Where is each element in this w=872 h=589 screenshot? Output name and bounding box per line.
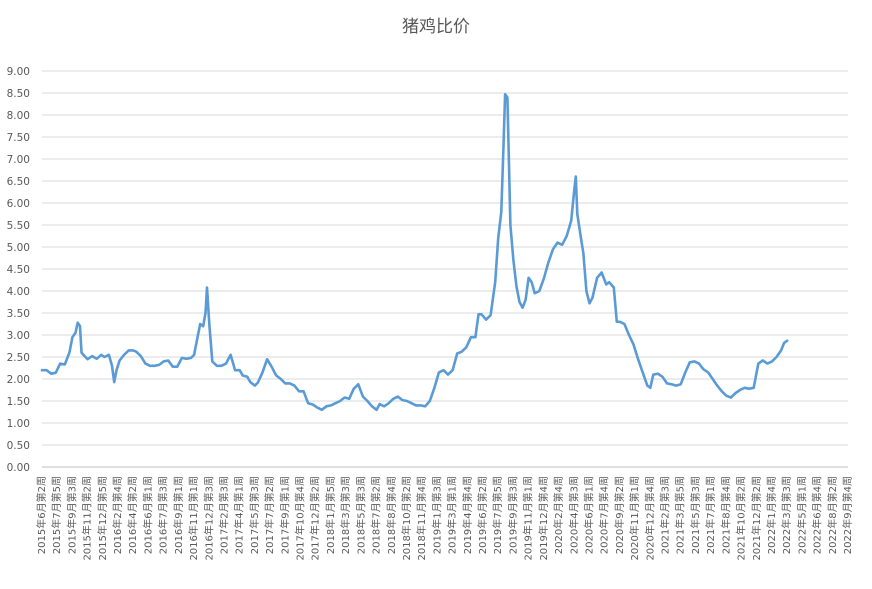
series-line <box>40 93 789 412</box>
y-tick-label: 7.00 <box>7 154 30 166</box>
x-tick-label: 2021年10月第2周 <box>735 476 748 561</box>
y-tick-label: 2.00 <box>7 374 30 386</box>
x-tick-label: 2021年3月第5周 <box>674 476 687 554</box>
x-tick-label: 2018年5月第3周 <box>354 476 367 554</box>
x-tick-label: 2019年1月第3周 <box>430 476 443 554</box>
x-tick-label: 2020年12月第4周 <box>643 476 656 561</box>
y-tick-label: 5.50 <box>7 220 30 232</box>
x-tick-label: 2017年2月第3周 <box>217 476 230 554</box>
x-tick-label: 2020年9月第2周 <box>613 476 626 554</box>
y-tick-label: 2.50 <box>7 352 30 364</box>
x-tick-label: 2018年3月第3周 <box>339 476 352 554</box>
x-tick-label: 2019年3月第1周 <box>446 476 459 554</box>
x-tick-label: 2022年3月第3周 <box>780 476 793 554</box>
x-tick-label: 2019年7月第5周 <box>491 476 504 554</box>
x-tick-label: 2020年7月第4周 <box>598 476 611 554</box>
chart-title: 猪鸡比价 <box>402 17 470 37</box>
x-tick-label: 2015年7月第5周 <box>50 476 63 554</box>
x-tick-label: 2019年12月第4周 <box>537 476 550 561</box>
y-tick-label: 0.00 <box>7 462 30 474</box>
x-tick-label: 2018年7月第2周 <box>370 476 383 554</box>
x-tick-label: 2021年2月第3周 <box>659 476 672 554</box>
x-tick-label: 2020年11月第1周 <box>628 476 641 561</box>
x-tick-label: 2021年12月第2周 <box>750 476 763 561</box>
x-tick-label: 2020年2月第4周 <box>552 476 565 554</box>
y-tick-label: 3.00 <box>7 330 30 342</box>
y-tick-label: 6.50 <box>7 176 30 188</box>
x-tick-label: 2020年4月第3周 <box>567 476 580 554</box>
x-tick-label: 2017年10月第4周 <box>294 476 307 561</box>
x-tick-label: 2019年6月第2周 <box>476 476 489 554</box>
y-tick-label: 4.50 <box>7 264 30 276</box>
x-tick-label: 2018年1月第5周 <box>324 476 337 554</box>
x-tick-label: 2022年5月第1周 <box>795 476 808 554</box>
x-tick-label: 2022年1月第4周 <box>765 476 778 554</box>
y-tick-label: 6.00 <box>7 198 30 210</box>
x-tick-label: 2016年6月第1周 <box>141 476 154 554</box>
x-tick-label: 2015年6月第2周 <box>35 476 48 554</box>
y-tick-label: 8.00 <box>7 110 30 122</box>
x-tick-label: 2016年2月第4周 <box>111 476 124 554</box>
x-tick-label: 2016年11月第1周 <box>187 476 200 561</box>
x-tick-label: 2015年12月第5周 <box>96 476 109 561</box>
x-tick-label: 2019年9月第3周 <box>506 476 519 554</box>
x-tick-label: 2015年11月第2周 <box>81 476 94 561</box>
x-tick-label: 2021年8月第4周 <box>719 476 732 554</box>
y-tick-label: 0.50 <box>7 440 30 452</box>
x-tick-label: 2021年5月第3周 <box>689 476 702 554</box>
x-tick-label: 2018年10月第2周 <box>400 476 413 561</box>
x-tick-label: 2019年4月第4周 <box>461 476 474 554</box>
x-tick-label: 2022年6月第4周 <box>811 476 824 554</box>
x-tick-label: 2022年8月第2周 <box>826 476 839 554</box>
x-tick-label: 2019年11月第1周 <box>522 476 535 561</box>
y-tick-label: 9.00 <box>7 66 30 78</box>
y-tick-label: 8.50 <box>7 88 30 100</box>
x-tick-label: 2016年12月第3周 <box>202 476 215 561</box>
x-tick-label: 2018年8月第4周 <box>385 476 398 554</box>
x-tick-label: 2016年9月第1周 <box>172 476 185 554</box>
x-tick-label: 2021年7月第1周 <box>704 476 717 554</box>
x-tick-label: 2017年12月第2周 <box>309 476 322 561</box>
x-tick-label: 2020年6月第1周 <box>582 476 595 554</box>
x-tick-label: 2016年7月第3周 <box>157 476 170 554</box>
y-tick-label: 5.00 <box>7 242 30 254</box>
y-tick-label: 1.00 <box>7 418 30 430</box>
x-tick-label: 2022年9月第4周 <box>841 476 854 554</box>
x-tick-label: 2015年9月第3周 <box>65 476 78 554</box>
x-tick-label: 2016年4月第2周 <box>126 476 139 554</box>
y-tick-label: 4.00 <box>7 286 30 298</box>
x-tick-label: 2018年11月第4周 <box>415 476 428 561</box>
y-tick-label: 3.50 <box>7 308 30 320</box>
x-tick-label: 2017年5月第3周 <box>248 476 261 554</box>
x-tick-label: 2017年9月第1周 <box>278 476 291 554</box>
y-tick-label: 1.50 <box>7 396 30 408</box>
y-tick-label: 7.50 <box>7 132 30 144</box>
x-tick-label: 2017年7月第2周 <box>263 476 276 554</box>
x-tick-label: 2017年4月第1周 <box>233 476 246 554</box>
